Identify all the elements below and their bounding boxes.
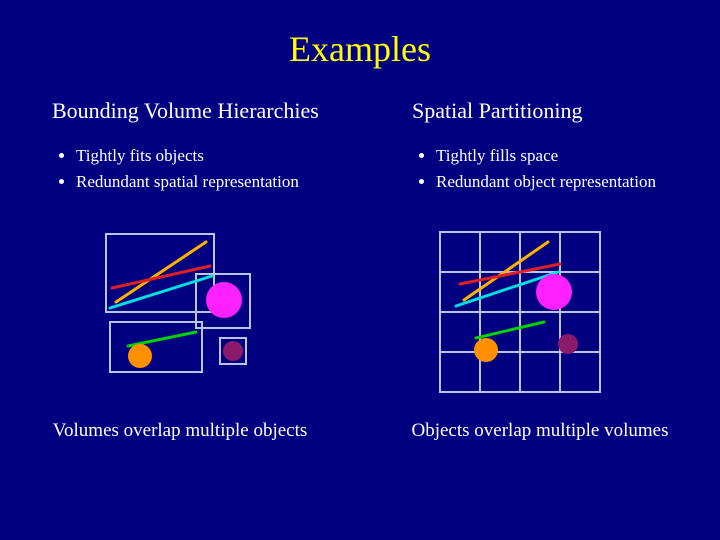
slide-title: Examples — [0, 0, 720, 70]
right-diagram-cell — [360, 228, 720, 398]
left-bullets: Tightly fits objects Redundant spatial r… — [52, 146, 340, 192]
left-column: Bounding Volume Hierarchies Tightly fits… — [0, 98, 360, 198]
columns: Bounding Volume Hierarchies Tightly fits… — [0, 98, 720, 198]
right-column: Spatial Partitioning Tightly fills space… — [360, 98, 720, 198]
right-heading: Spatial Partitioning — [412, 98, 700, 124]
right-bullet-1: Redundant object representation — [436, 172, 700, 192]
left-heading: Bounding Volume Hierarchies — [52, 98, 340, 124]
left-caption: Volumes overlap multiple objects — [0, 420, 360, 442]
bvh-diagram — [70, 228, 290, 388]
right-bullet-0: Tightly fills space — [436, 146, 700, 166]
right-caption: Objects overlap multiple volumes — [360, 420, 720, 442]
left-bullet-1: Redundant spatial representation — [76, 172, 340, 192]
grid-diagram — [430, 228, 650, 398]
left-diagram-cell — [0, 228, 360, 398]
right-bullets: Tightly fills space Redundant object rep… — [412, 146, 700, 192]
left-bullet-0: Tightly fits objects — [76, 146, 340, 166]
caption-row: Volumes overlap multiple objects Objects… — [0, 420, 720, 442]
diagram-row — [0, 228, 720, 398]
